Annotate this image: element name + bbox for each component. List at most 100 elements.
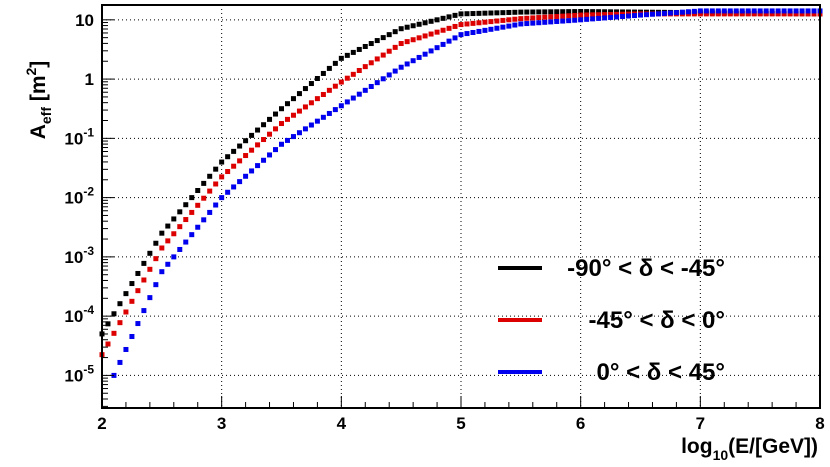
y-axis-label-unit-open: [m [27,76,50,108]
series-marker [219,174,225,180]
series-marker [781,8,787,14]
series-marker [715,11,721,17]
series-marker [434,45,440,51]
series-marker [231,184,237,190]
series-marker [715,8,721,14]
series-marker [560,9,566,15]
series-marker [763,11,769,17]
series-marker [189,232,195,238]
series-marker [416,21,422,27]
series-marker [643,12,649,18]
series-marker [105,321,111,327]
series-marker [500,17,506,23]
series-marker [338,55,344,61]
series-marker [536,9,542,15]
series-marker [207,188,213,194]
series-marker [213,181,219,187]
series-marker [374,56,380,62]
series-marker [518,9,524,15]
series-marker [290,112,296,118]
series-marker [608,14,614,20]
series-marker [243,138,249,144]
series-marker [709,8,715,14]
series-marker [225,169,231,175]
series-marker [386,32,392,38]
series-marker [368,41,374,47]
x-tick-label: 8 [815,414,824,433]
series-marker [697,11,703,17]
series-marker [476,28,482,34]
series-marker [494,10,500,16]
series-marker [458,11,464,17]
series-marker [255,127,261,133]
series-marker [554,9,560,15]
x-tick-label: 2 [97,414,106,433]
series-marker [566,13,572,19]
series-marker [560,18,566,24]
series-marker [530,9,536,15]
series-marker [177,209,183,215]
series-marker [494,25,500,31]
series-marker [153,240,159,246]
series-marker [602,15,608,21]
series-marker [165,261,171,267]
series-marker [488,26,494,32]
series-marker [446,25,452,31]
y-axis-label-unit-close: ] [27,61,50,68]
series-marker [404,24,410,30]
y-axis-label-sup: 2 [23,68,39,76]
series-marker [165,238,171,244]
series-marker [542,14,548,20]
series-marker [476,20,482,26]
series-marker [572,17,578,23]
series-marker [751,8,757,14]
series-marker [464,11,470,17]
series-marker [464,21,470,27]
series-marker [332,107,338,113]
series-marker [464,31,470,37]
series-marker [177,246,183,252]
series-marker [147,266,153,272]
series-marker [733,8,739,14]
series-marker [452,12,458,18]
series-marker [320,114,326,120]
series-marker [237,179,243,185]
series-marker [308,100,314,106]
series-marker [117,320,123,326]
series-marker [554,18,560,24]
series-marker [302,104,308,110]
series-marker [344,52,350,58]
series-marker [171,231,177,237]
series-marker [135,288,141,294]
series-marker [506,17,512,23]
series-marker [398,41,404,47]
series-marker [237,158,243,164]
y-tick-label: 10-1 [64,125,94,148]
series-marker [261,137,267,143]
series-marker [195,224,201,230]
series-marker [261,157,267,163]
series-marker [410,37,416,43]
series-marker [446,38,452,44]
series-marker [512,16,518,22]
series-marker [757,11,763,17]
series-marker [350,95,356,101]
series-marker [177,224,183,230]
series-marker [392,29,398,35]
series-marker [129,281,135,287]
series-marker [279,106,284,112]
series-marker [500,24,506,30]
series-marker [799,11,805,17]
y-tick-label: 10-5 [64,362,94,385]
series-marker [123,291,129,297]
series-marker [153,256,159,262]
series-marker [679,9,685,15]
series-marker [739,8,745,14]
series-marker [721,8,727,14]
series-marker [548,19,554,25]
series-marker [775,11,781,17]
series-marker [380,52,386,58]
series-marker [578,12,584,18]
series-marker [284,137,290,143]
series-marker [536,20,542,26]
